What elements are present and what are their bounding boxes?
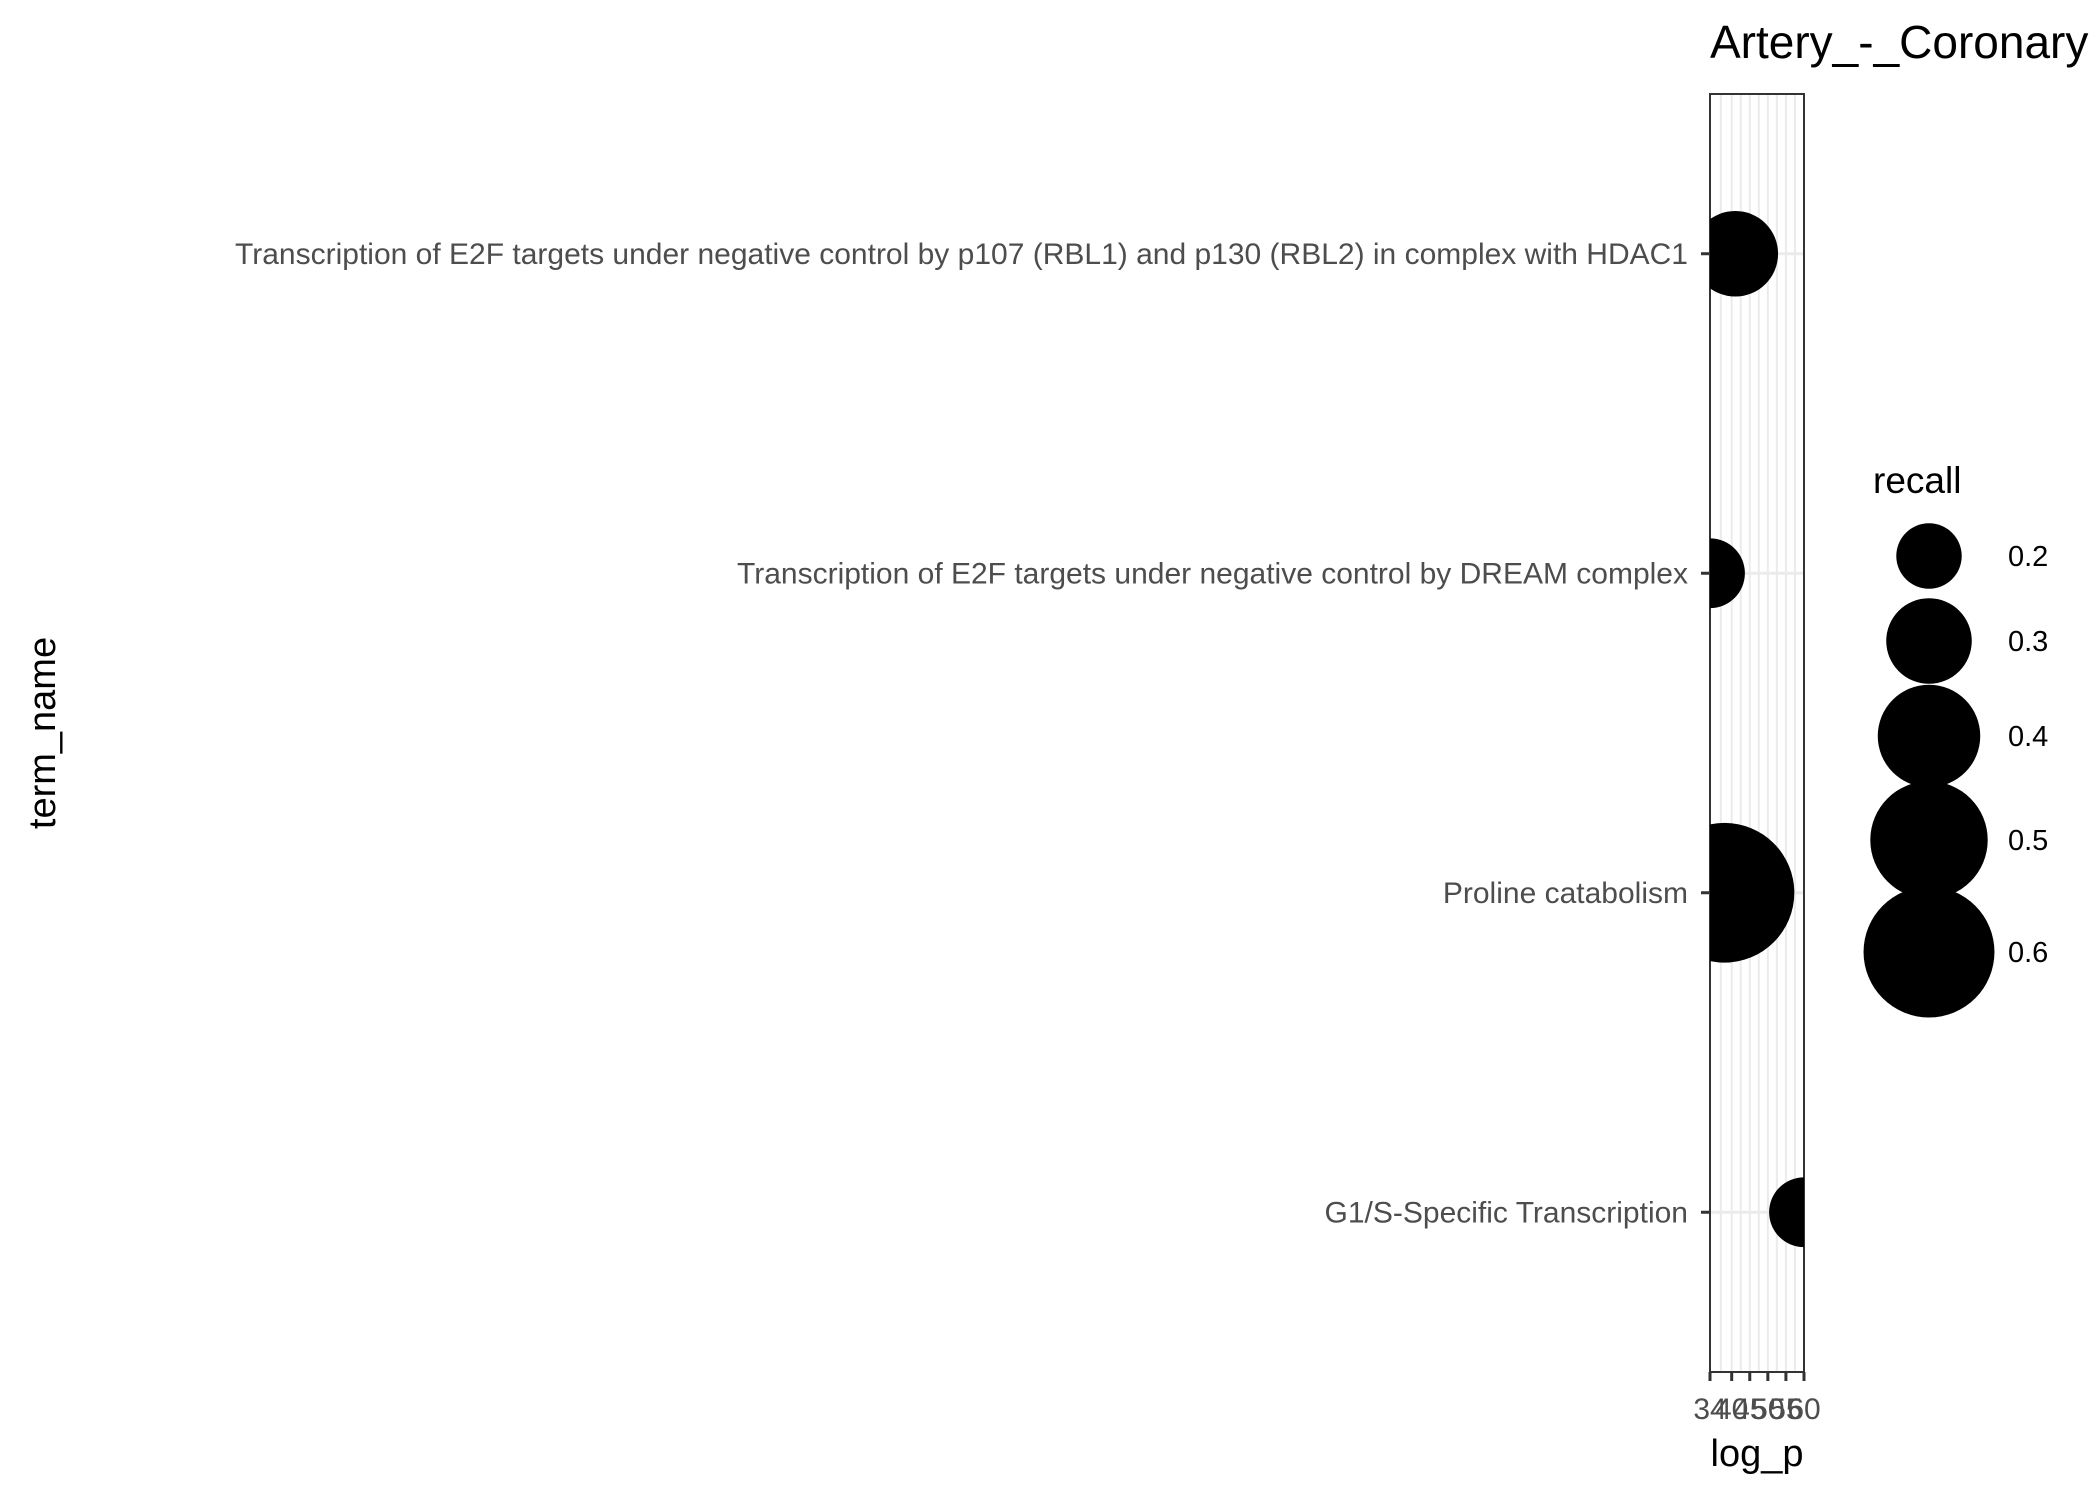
legend-key bbox=[1870, 781, 1988, 899]
y-tick-label: Proline catabolism bbox=[1443, 877, 1688, 910]
x-tick-label: 50 bbox=[1751, 1393, 1784, 1426]
y-tick-label: Transcription of E2F targets under negat… bbox=[235, 238, 1688, 271]
y-axis-title: term_name bbox=[22, 637, 64, 829]
legend-key bbox=[1886, 598, 1972, 684]
x-tick-label: 40 bbox=[1715, 1393, 1748, 1426]
legend-key bbox=[1896, 523, 1962, 589]
x-tick-label: 34 bbox=[1693, 1393, 1726, 1426]
legend-label: 0.6 bbox=[2008, 937, 2048, 969]
data-point bbox=[1710, 538, 1745, 609]
legend-title: recall bbox=[1873, 460, 1961, 501]
x-tick-label: 55 bbox=[1769, 1393, 1802, 1426]
data-point bbox=[1769, 1177, 1804, 1248]
legend-key bbox=[1863, 886, 1995, 1018]
legend-label: 0.4 bbox=[2008, 721, 2048, 753]
legend-key bbox=[1877, 684, 1981, 788]
plot-panel bbox=[1709, 93, 1805, 1373]
chart-title: Artery_-_Coronary bbox=[1710, 16, 2088, 68]
data-point bbox=[1710, 822, 1795, 963]
size-legend: recall 0.2 0.3 0.4 0.5 0.6 bbox=[1863, 460, 2048, 1018]
y-axis-categories: Transcription of E2F targets under negat… bbox=[235, 238, 1710, 1229]
x-tick-label: 60 bbox=[1787, 1393, 1820, 1426]
legend-label: 0.5 bbox=[2008, 825, 2048, 857]
legend-label: 0.2 bbox=[2008, 541, 2048, 573]
data-points bbox=[1710, 210, 1804, 1248]
x-tick-label: 45 bbox=[1733, 1393, 1766, 1426]
y-tick-label: G1/S-Specific Transcription bbox=[1325, 1196, 1688, 1229]
legend-label: 0.3 bbox=[2008, 626, 2048, 658]
data-point bbox=[1710, 210, 1779, 297]
x-axis-title: log_p bbox=[1711, 1433, 1804, 1475]
y-tick-label: Transcription of E2F targets under negat… bbox=[737, 557, 1688, 590]
